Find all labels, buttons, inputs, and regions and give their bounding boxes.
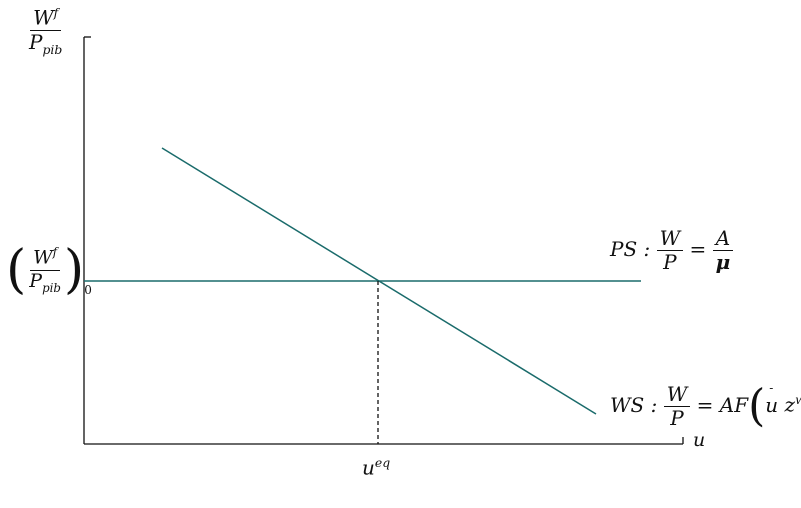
ps-prefix: PS : (610, 237, 651, 261)
ps-lhs-num: W (656, 228, 684, 251)
y-label-denominator: P (29, 29, 43, 54)
y-label-numerator: W (33, 5, 54, 30)
y-label-numerator-sup: f (53, 5, 59, 20)
ws-arg2-sup: ws (795, 392, 801, 407)
ueq-base: u (362, 455, 375, 480)
ueq-sup: eq (374, 455, 391, 470)
equilibrium-unemployment-label: ueq (362, 455, 390, 480)
y-axis-label: Wf Ppib (26, 6, 65, 56)
level-numerator-sup: f (52, 245, 58, 260)
ws-lhs-den: P (670, 406, 684, 430)
level-denominator-sub: pib (42, 280, 61, 295)
ws-func: AF (719, 393, 749, 417)
ws-lhs-num: W (663, 384, 691, 407)
ps-rhs-den: μ (715, 250, 731, 274)
y-label-denominator-sub: pib (42, 41, 63, 57)
y-level-label: ( Wf Ppib )0 (6, 240, 92, 300)
level-subscript: 0 (84, 282, 92, 297)
level-numerator: W (33, 246, 53, 269)
ws-curve (161, 147, 597, 415)
ws-equals: = (696, 393, 714, 417)
ws-arg2: z (784, 393, 796, 417)
level-denominator: P (29, 269, 43, 292)
ps-lhs-den: P (663, 250, 677, 274)
ps-curve-label: PS : W P = A μ (610, 228, 734, 274)
ws-prefix: WS : (610, 393, 658, 417)
x-axis-label: u (693, 429, 706, 451)
ps-equals: = (689, 237, 707, 261)
ps-rhs-num: A (712, 228, 734, 251)
ws-arg1-sign: - (769, 381, 774, 395)
ws-curve-label: WS : W P = AF( - u + zws ) (610, 381, 801, 430)
ws-arg1: u (765, 393, 779, 417)
